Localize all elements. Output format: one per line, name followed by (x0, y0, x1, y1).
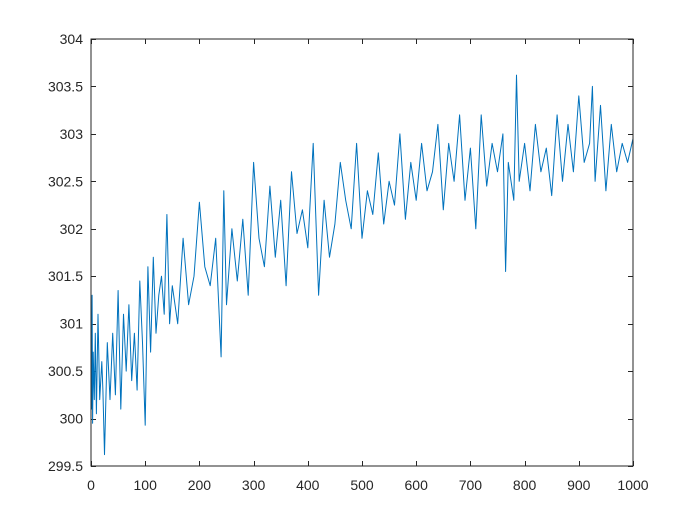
tick-labels: 0 100 200 300 400 500 600 700 800 900 1000 299.5 300… (48, 31, 649, 493)
series-line-1 (90, 74, 634, 456)
y-tick-label: 300.5 (48, 363, 83, 379)
x-tick-label: 0 (87, 477, 95, 493)
y-tick-label: 302 (60, 221, 84, 237)
y-tick-label: 299.5 (48, 458, 83, 474)
x-tick-label: 700 (459, 477, 483, 493)
y-tick-label: 304 (60, 31, 84, 47)
series-layer (90, 74, 634, 456)
y-tick-label: 302.5 (48, 173, 83, 189)
x-tick-label: 400 (296, 477, 320, 493)
axes-box (90, 38, 634, 467)
y-tick-label: 301.5 (48, 268, 83, 284)
x-tick-label: 300 (242, 477, 266, 493)
y-tick-label: 301 (60, 316, 84, 332)
tick-layer (91, 39, 634, 467)
x-tick-label: 900 (567, 477, 591, 493)
x-tick-label: 800 (513, 477, 537, 493)
x-tick-label: 1000 (617, 477, 648, 493)
x-tick-label: 600 (405, 477, 429, 493)
x-tick-label: 200 (188, 477, 212, 493)
x-tick-label: 100 (134, 477, 158, 493)
y-tick-label: 303.5 (48, 78, 83, 94)
x-tick-label: 500 (350, 477, 374, 493)
plot-area-border (90, 38, 634, 467)
y-tick-label: 300 (60, 411, 84, 427)
y-tick-label: 303 (60, 126, 84, 142)
